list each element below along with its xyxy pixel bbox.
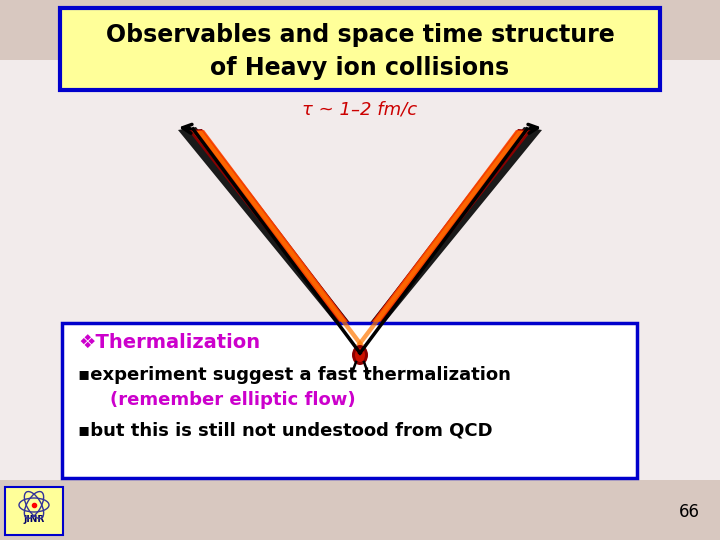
Text: ▪experiment suggest a fast thermalization: ▪experiment suggest a fast thermalizatio… (78, 366, 511, 384)
Text: 66: 66 (679, 503, 700, 521)
FancyBboxPatch shape (5, 487, 63, 535)
Polygon shape (352, 129, 532, 350)
FancyBboxPatch shape (60, 8, 660, 90)
Text: ❖Thermalization: ❖Thermalization (78, 333, 260, 352)
Polygon shape (178, 127, 370, 353)
Text: JINR: JINR (23, 516, 45, 524)
Text: ▪but this is still not undestood from QCD: ▪but this is still not undestood from QC… (78, 421, 492, 439)
Ellipse shape (352, 345, 368, 365)
FancyBboxPatch shape (62, 323, 637, 478)
Text: Observables and space time structure: Observables and space time structure (106, 23, 614, 47)
Text: τ ~ 1–2 fm/c: τ ~ 1–2 fm/c (302, 101, 418, 119)
Polygon shape (192, 130, 366, 348)
Ellipse shape (355, 348, 365, 362)
FancyBboxPatch shape (0, 60, 720, 480)
Polygon shape (356, 131, 523, 347)
Polygon shape (350, 127, 542, 353)
Text: of Heavy ion collisions: of Heavy ion collisions (210, 56, 510, 80)
Polygon shape (354, 130, 528, 348)
Text: (remember elliptic flow): (remember elliptic flow) (110, 391, 356, 409)
Polygon shape (197, 131, 364, 347)
Polygon shape (188, 129, 368, 350)
